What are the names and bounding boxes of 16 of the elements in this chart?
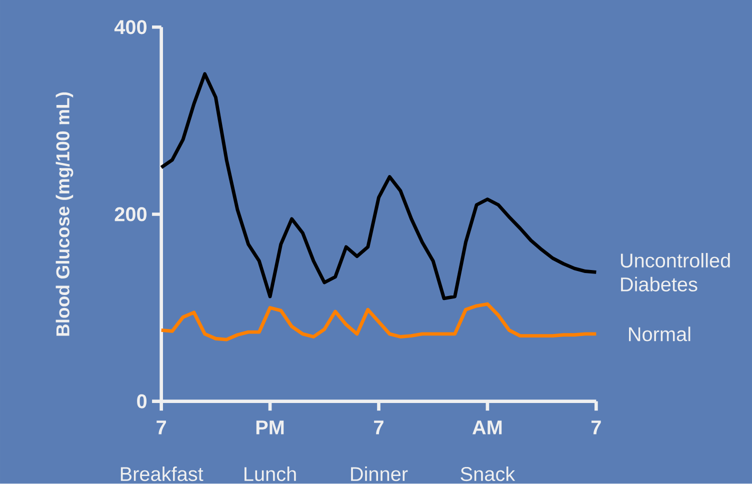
- x-tick-label: 7: [591, 420, 601, 434]
- text: Breakfast: [120, 466, 204, 482]
- text: Dinner: [351, 466, 408, 482]
- series-label: Uncontrolled Diabetes: [620, 253, 730, 292]
- text: Lunch: [244, 466, 296, 482]
- series-label: Normal: [629, 326, 690, 342]
- y-tick-label: 200: [114, 207, 147, 222]
- x-tick-label: PM: [256, 420, 284, 434]
- text: Snack: [460, 466, 516, 482]
- y-tick-label: 400: [114, 20, 147, 34]
- line-series: [160, 72, 598, 300]
- x-tick-label: AM: [472, 420, 502, 434]
- y-axis-title: Blood Glucose (mg/100 mL): [56, 92, 74, 336]
- x-tick-label: 7: [374, 420, 384, 434]
- y-tick-label: 0: [137, 394, 147, 409]
- x-tick-label: 7: [156, 420, 166, 434]
